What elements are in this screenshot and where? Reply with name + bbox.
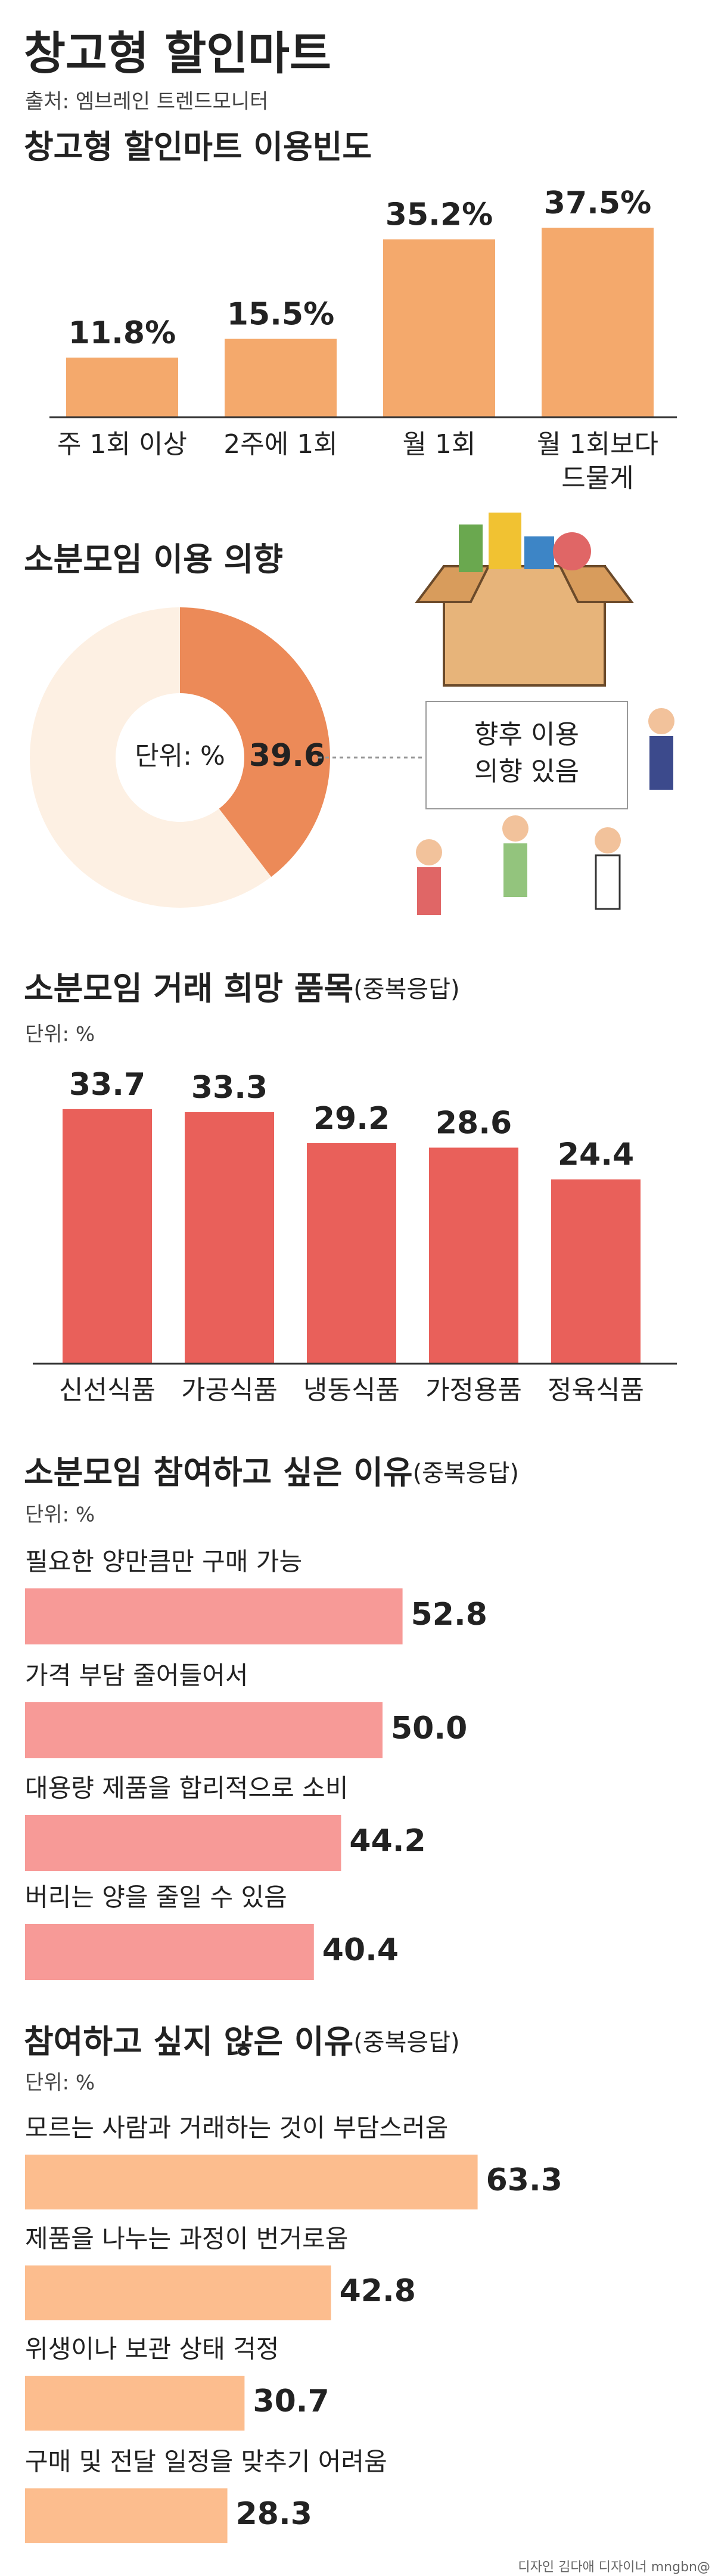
category-label: 버리는 양을 줄일 수 있음 (25, 1883, 287, 1912)
annotation: 향후 이용 (474, 719, 579, 750)
bar (25, 1588, 403, 1644)
category-label: 2주에 1회 (223, 429, 337, 460)
chart-title-note: (중복응답) (353, 976, 459, 1003)
bar (66, 357, 178, 417)
value-label: 44.2 (349, 1823, 425, 1859)
value-label: 63.3 (486, 2162, 562, 2198)
chart-title: 참여하고 싶지 않은 이유(중복응답) (24, 2023, 460, 2060)
value-label: 33.7 (69, 1067, 145, 1103)
chart-title-note: (중복응답) (413, 1460, 519, 1487)
category-label: 가격 부담 줄어들어서 (25, 1661, 248, 1690)
bar (25, 1702, 383, 1758)
category-label: 냉동식품 (303, 1375, 400, 1405)
category-label: 위생이나 보관 상태 걱정 (25, 2335, 279, 2364)
category-label: 대용량 제품을 합리적으로 소비 (25, 1774, 348, 1803)
credit: 디자인 김다애 디자이너 mngbn@ (518, 2560, 710, 2575)
bar (25, 2376, 245, 2431)
bar (542, 228, 654, 417)
illustration (415, 513, 674, 915)
value-label: 28.6 (436, 1105, 512, 1141)
source: 출처: 엠브레인 트렌드모니터 (25, 90, 268, 114)
chart-title: 소분모임 이용 의향 (24, 541, 283, 578)
unit-label: 단위: % (25, 2071, 95, 2095)
unit-label: 단위: % (25, 1503, 95, 1527)
category-label: 정육식품 (548, 1375, 644, 1405)
category-label: 가공식품 (181, 1375, 278, 1405)
unit-label: 단위: % (135, 741, 225, 771)
category-label: 제품을 나누는 과정이 번거로움 (25, 2224, 348, 2254)
value-label: 28.3 (236, 2496, 312, 2532)
value-label: 37.5% (544, 185, 651, 221)
pie-slice (180, 607, 331, 877)
value-label: 24.4 (558, 1137, 634, 1173)
chart-title-note: (중복응답) (353, 2029, 459, 2056)
chart-title: 소분모임 참여하고 싶은 이유(중복응답) (24, 1454, 519, 1491)
bar (25, 2265, 331, 2320)
main-title: 창고형 할인마트 (24, 27, 331, 80)
pie-hole (116, 693, 244, 822)
value-label: 29.2 (313, 1101, 390, 1137)
bar (63, 1109, 152, 1364)
unit-label: 단위: % (25, 1023, 95, 1047)
chart-title-text: 소분모임 이용 의향 (24, 541, 283, 578)
bar (383, 239, 495, 417)
chart-title-text: 창고형 할인마트 이용빈도 (24, 128, 372, 166)
category-label: 신선식품 (59, 1375, 156, 1405)
category-label: 월 1회보다 드물게 (537, 429, 658, 494)
category-label: 가정용품 (425, 1375, 522, 1405)
category-label: 월 1회 (403, 429, 476, 460)
bar (225, 339, 337, 417)
annotation-box (425, 701, 628, 809)
bar (185, 1112, 274, 1364)
chart-title-text: 소분모임 거래 희망 품목 (24, 970, 353, 1007)
value-label: 50.0 (391, 1711, 467, 1746)
value-label: 33.3 (191, 1070, 268, 1106)
bar (25, 1815, 341, 1871)
category-label: 구매 및 전달 일정을 맞추기 어려움 (25, 2447, 387, 2476)
chart-title: 소분모임 거래 희망 품목(중복응답) (24, 970, 460, 1007)
bar (307, 1143, 396, 1364)
annotation: 의향 있음 (474, 756, 579, 787)
value-label: 42.8 (340, 2273, 416, 2309)
bar (551, 1179, 641, 1364)
value-label: 52.8 (411, 1597, 487, 1632)
bar (25, 2155, 478, 2209)
value-label: 30.7 (253, 2383, 329, 2419)
value-label: 15.5% (227, 297, 334, 333)
bar (429, 1147, 518, 1364)
chart-title-text: 소분모임 참여하고 싶은 이유 (24, 1454, 413, 1491)
chart-title: 창고형 할인마트 이용빈도 (24, 128, 372, 166)
category-label: 모르는 사람과 거래하는 것이 부담스러움 (25, 2113, 448, 2143)
value-label: 39.6 (249, 738, 325, 774)
value-label: 11.8% (69, 315, 176, 351)
chart-title-text: 참여하고 싶지 않은 이유 (24, 2023, 353, 2060)
bar (25, 1924, 314, 1980)
bar (25, 2488, 228, 2543)
value-label: 40.4 (322, 1932, 399, 1968)
value-label: 35.2% (386, 197, 493, 233)
category-label: 필요한 양만큼만 구매 가능 (25, 1547, 302, 1576)
category-label: 주 1회 이상 (57, 429, 187, 460)
